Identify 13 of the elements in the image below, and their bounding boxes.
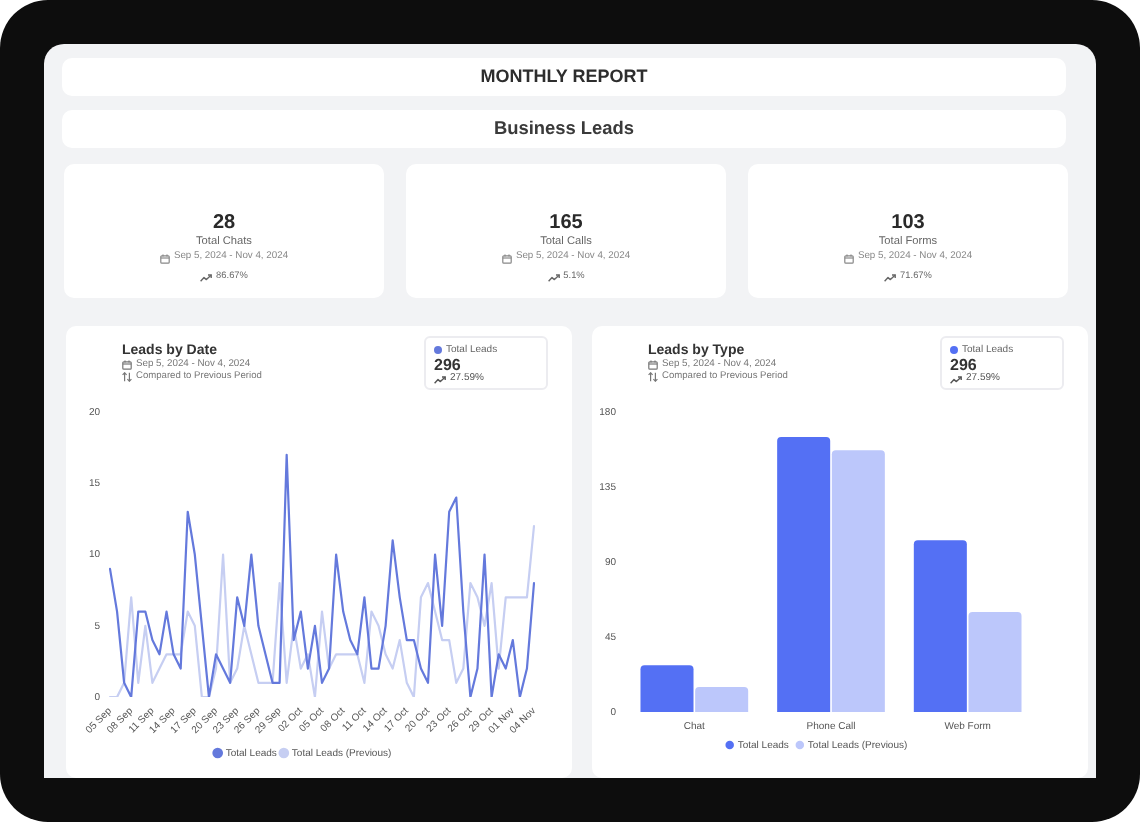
text: 165 [549,211,583,233]
text: Business Leads [492,118,636,140]
bar [777,437,831,712]
text: 28 [212,211,236,233]
bar [913,540,967,712]
bar [968,612,1022,712]
text: 103 [891,211,925,233]
bar [695,687,749,712]
bar [831,450,885,712]
text: MONTHLY REPORT [478,66,650,88]
bar [640,665,694,712]
text: 296 [950,355,977,373]
text: 296 [434,355,461,373]
